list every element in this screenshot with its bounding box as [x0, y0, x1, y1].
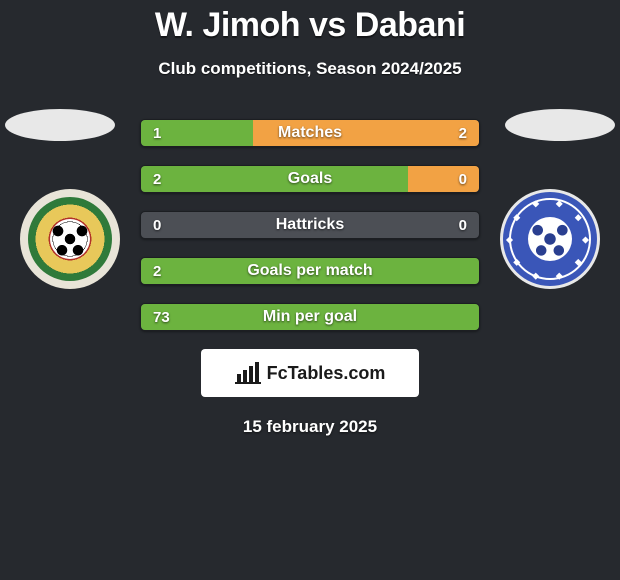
page-title: W. Jimoh vs Dabani: [0, 6, 620, 45]
country-flag-right: [505, 109, 615, 141]
bar-value-right: [455, 304, 479, 330]
date-text: 15 february 2025: [0, 417, 620, 437]
bar-label: Goals per match: [141, 258, 479, 284]
comparison-card: W. Jimoh vs Dabani Club competitions, Se…: [0, 0, 620, 437]
bar-row: 1 Matches 2: [140, 119, 480, 147]
club-crest-left: [20, 189, 120, 289]
bar-value-right: 2: [447, 120, 479, 146]
bar-row: 73 Min per goal: [140, 303, 480, 331]
bar-label: Min per goal: [141, 304, 479, 330]
bar-row: 0 Hattricks 0: [140, 211, 480, 239]
country-flag-left: [5, 109, 115, 141]
comparison-bars: 1 Matches 2 2 Goals 0 0 Hattricks 0: [140, 119, 480, 331]
club-crest-right: [500, 189, 600, 289]
bar-row: 2 Goals per match: [140, 257, 480, 285]
bar-value-right: 0: [447, 212, 479, 238]
brand-badge: FcTables.com: [201, 349, 419, 397]
bar-label: Hattricks: [141, 212, 479, 238]
bar-row: 2 Goals 0: [140, 165, 480, 193]
bar-label: Matches: [141, 120, 479, 146]
bar-chart-icon: [235, 362, 261, 384]
subtitle: Club competitions, Season 2024/2025: [0, 59, 620, 79]
bar-label: Goals: [141, 166, 479, 192]
brand-text: FcTables.com: [267, 363, 386, 384]
chart-stage: 1 Matches 2 2 Goals 0 0 Hattricks 0: [0, 119, 620, 437]
bar-value-right: 0: [447, 166, 479, 192]
bar-value-right: [455, 258, 479, 284]
